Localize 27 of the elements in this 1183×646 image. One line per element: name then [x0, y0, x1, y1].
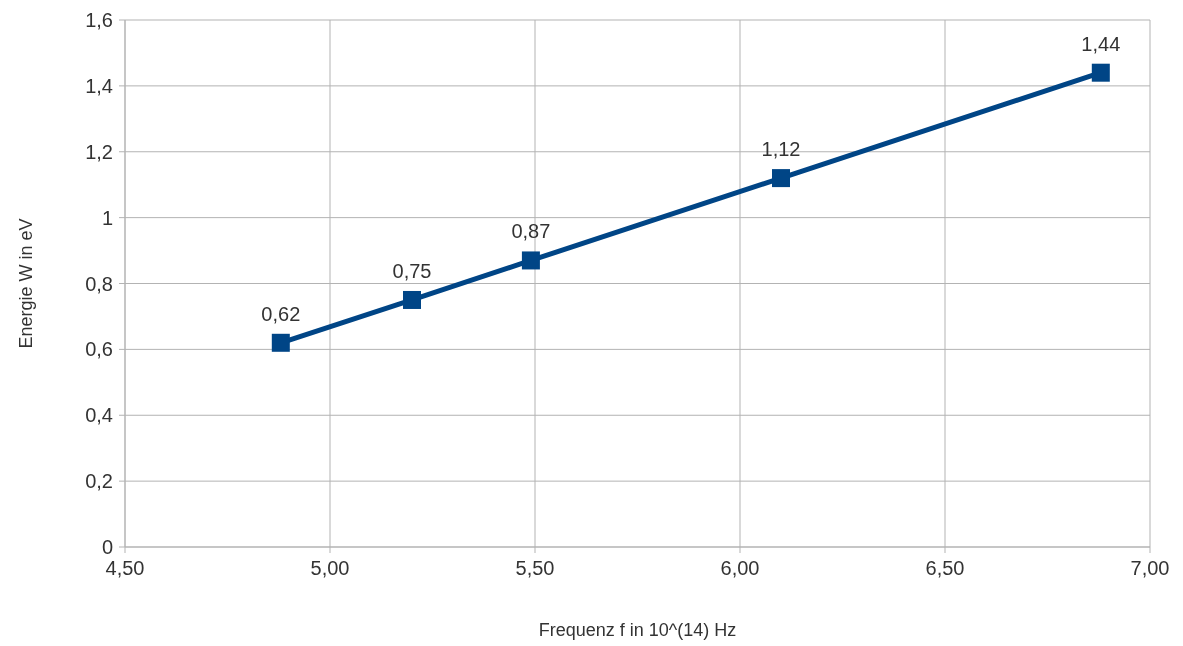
point [403, 290, 421, 309]
x-axis-title: Frequenz f in 10^(14) Hz [538, 620, 737, 640]
y-tick-label: 0,2 [85, 470, 113, 493]
point [772, 169, 790, 188]
data-label: 1,44 [1081, 32, 1121, 55]
x-tick-label: 6,50 [925, 557, 965, 579]
y-axis-title: Energie W in eV [16, 218, 36, 349]
y-tick-label: 1,2 [85, 140, 113, 163]
point [521, 251, 540, 270]
x-tick-label: 4,50 [105, 557, 145, 579]
data-label: 0,75 [392, 259, 432, 282]
x-tick-label: 7,00 [1130, 557, 1170, 579]
data-label: 0,62 [261, 302, 301, 325]
data-label: 0,87 [511, 220, 551, 243]
data-label: 1,12 [761, 138, 801, 161]
y-tick-label: 1,6 [85, 9, 113, 31]
y-tick-label: 1 [101, 206, 113, 229]
y-tick-label: 0,8 [85, 272, 113, 295]
y-tick-label: 0,4 [85, 404, 113, 427]
y-tick-label: 1,4 [85, 74, 113, 97]
x-tick-label: 5,00 [310, 557, 350, 579]
x-tick-label: 5,50 [515, 557, 555, 579]
y-tick-label: 0,6 [85, 338, 113, 361]
x-tick-label: 6,00 [720, 557, 760, 579]
point [1091, 63, 1110, 82]
y-tick-label: 0 [101, 536, 113, 558]
point [271, 333, 290, 352]
